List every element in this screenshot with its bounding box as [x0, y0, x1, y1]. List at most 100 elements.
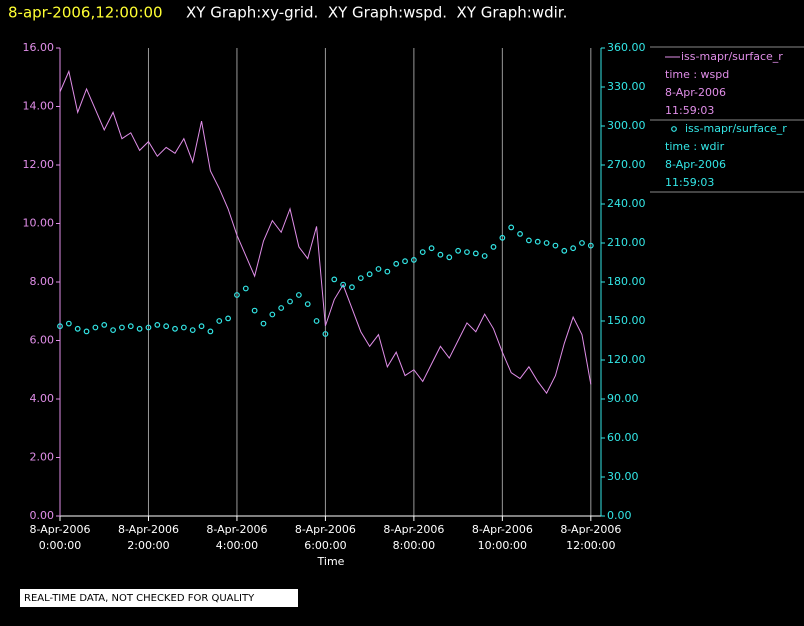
- wdir-point: [172, 325, 178, 332]
- wdir-point: [136, 325, 143, 332]
- legend-detail: time : wdir: [665, 140, 725, 153]
- wdir-point: [145, 324, 152, 331]
- y2-tick-label: 360.00: [607, 41, 646, 54]
- wdir-point: [375, 266, 382, 272]
- wdir-point: [92, 324, 99, 331]
- y-tick-label: 8.00: [30, 275, 55, 288]
- wdir-point: [242, 285, 249, 292]
- legend-entry: iss-mapr/surface_r: [681, 50, 783, 63]
- wdir-point: [437, 251, 444, 258]
- wdir-point: [587, 242, 594, 249]
- wdir-point: [57, 323, 63, 330]
- x-tick-label: 8-Apr-2006: [383, 523, 444, 536]
- wdir-point: [119, 324, 125, 331]
- wdir-point: [234, 292, 240, 298]
- y-tick-label: 4.00: [30, 392, 55, 405]
- wdir-point: [340, 281, 347, 288]
- y-tick-label: 6.00: [30, 334, 55, 347]
- x-tick-label: 8:00:00: [393, 539, 435, 552]
- wdir-point: [393, 260, 400, 267]
- y2-tick-label: 210.00: [607, 236, 646, 249]
- wdir-point: [304, 301, 311, 308]
- title-time: 8-apr-2006,12:00:00: [8, 4, 163, 22]
- wdir-point: [322, 331, 329, 337]
- wspd-line: [59, 69, 592, 395]
- x-tick-label: 8-Apr-2006: [295, 523, 356, 536]
- legend-detail: 11:59:03: [665, 104, 714, 117]
- wdir-point: [216, 318, 223, 324]
- wdir-point: [154, 322, 161, 328]
- wdir-point: [499, 234, 506, 241]
- wdir-point: [313, 318, 320, 324]
- y2-tick-label: 300.00: [607, 119, 646, 132]
- y2-tick-label: 150.00: [607, 314, 646, 327]
- wdir-point: [207, 328, 214, 335]
- wdir-point: [428, 245, 435, 252]
- note-box: [20, 589, 298, 607]
- wdir-point: [269, 311, 276, 318]
- wdir-point: [481, 253, 488, 259]
- y2-tick-label: 330.00: [607, 80, 646, 93]
- y2-tick-label: 0.00: [607, 509, 632, 522]
- x-tick-label: 2:00:00: [127, 539, 169, 552]
- x-axis-label: Time: [317, 555, 345, 568]
- y-tick-label: 16.00: [23, 41, 55, 54]
- wdir-point: [552, 242, 559, 249]
- legend-detail: 11:59:03: [665, 176, 714, 189]
- x-tick-label: 6:00:00: [304, 539, 346, 552]
- wdir-point: [287, 298, 293, 305]
- legend-symbol: [671, 126, 677, 132]
- wdir-point: [543, 240, 550, 246]
- wdir-point: [198, 323, 205, 330]
- y2-tick-label: 90.00: [607, 392, 639, 405]
- y-tick-label: 10.00: [23, 217, 55, 230]
- wdir-point: [508, 224, 515, 231]
- wdir-point: [74, 325, 81, 332]
- wdir-point: [490, 243, 497, 250]
- x-tick-label: 4:00:00: [216, 539, 258, 552]
- wdir-point: [189, 327, 196, 334]
- wdir-point: [472, 250, 479, 257]
- note: REAL-TIME DATA, NOT CHECKED FOR QUALITY: [24, 593, 255, 604]
- wdir-point: [579, 240, 585, 246]
- x-tick-label: 10:00:00: [478, 539, 527, 552]
- x-tick-label: 8-Apr-2006: [206, 523, 267, 536]
- wdir-point: [127, 323, 134, 330]
- chart-title: XY Graph:xy-grid. XY Graph:wspd. XY Grap…: [186, 4, 567, 22]
- y2-tick-label: 60.00: [607, 431, 639, 444]
- wdir-point: [260, 320, 267, 327]
- wdir-point: [517, 230, 523, 237]
- wdir-point: [366, 271, 373, 278]
- wdir-point: [101, 322, 108, 328]
- x-tick-label: 12:00:00: [566, 539, 615, 552]
- x-tick-label: 8-Apr-2006: [472, 523, 533, 536]
- legend-detail: 8-Apr-2006: [665, 158, 726, 171]
- wdir-point: [349, 284, 355, 291]
- wdir-point: [525, 237, 532, 244]
- y-tick-label: 12.00: [23, 158, 55, 171]
- legend-detail: time : wspd: [665, 68, 729, 81]
- wdir-point: [225, 315, 231, 322]
- wdir-point: [410, 257, 417, 263]
- legend-detail: 8-Apr-2006: [665, 86, 726, 99]
- wdir-point: [278, 305, 285, 311]
- y2-tick-label: 240.00: [607, 197, 646, 210]
- y-tick-label: 2.00: [30, 451, 55, 464]
- y2-tick-label: 270.00: [607, 158, 646, 171]
- x-tick-label: 8-Apr-2006: [560, 523, 621, 536]
- y-tick-label: 0.00: [30, 509, 55, 522]
- wdir-point: [65, 320, 72, 327]
- wdir-point: [455, 247, 462, 254]
- y-tick-label: 14.00: [23, 100, 55, 113]
- wdir-point: [110, 327, 116, 334]
- y2-tick-label: 180.00: [607, 275, 646, 288]
- wdir-point: [561, 247, 568, 254]
- wdir-point: [464, 249, 470, 256]
- wdir-point: [357, 275, 364, 282]
- wdir-point: [534, 238, 541, 245]
- x-tick-label: 8-Apr-2006: [29, 523, 90, 536]
- wdir-point: [251, 307, 258, 314]
- x-tick-label: 0:00:00: [39, 539, 81, 552]
- y2-tick-label: 120.00: [607, 353, 646, 366]
